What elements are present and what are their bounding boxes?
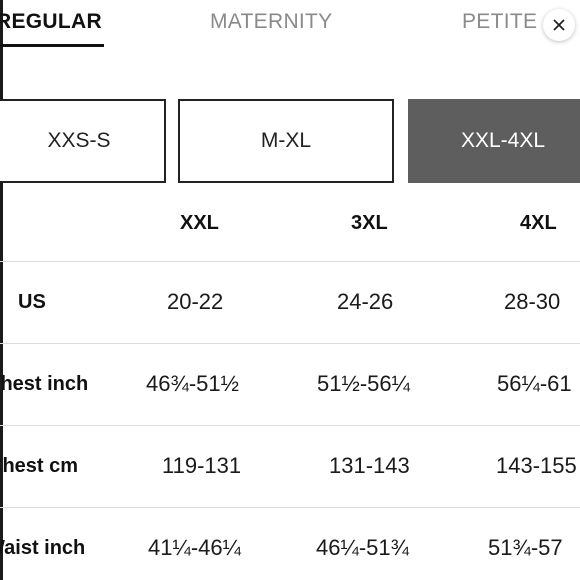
- size-range-label: XXS-S: [47, 129, 111, 152]
- size-range-m-xl-button[interactable]: M-XL: [178, 99, 394, 183]
- table-cell: 51¾-57: [488, 535, 563, 560]
- row-divider: [0, 507, 580, 508]
- window-left-edge: [0, 0, 3, 580]
- table-cell: 56¼-61: [497, 371, 572, 396]
- row-divider: [0, 261, 580, 262]
- table-cell: 41¼-46¼: [148, 535, 241, 560]
- table-cell: 119-131: [162, 453, 242, 478]
- row-label-chest-inch: Chest inch: [0, 373, 89, 395]
- table-cell: 20-22: [167, 289, 224, 314]
- size-range-xxs-s-button[interactable]: XXS-S: [0, 99, 166, 183]
- close-button[interactable]: [543, 9, 575, 41]
- tab-regular[interactable]: REGULAR: [0, 10, 102, 33]
- active-tab-underline: [0, 44, 104, 47]
- column-header-xxl: XXL: [180, 212, 219, 234]
- table-cell: 51½-56¼: [317, 371, 410, 396]
- table-cell: 46¾-51½: [146, 371, 239, 396]
- table-cell: 28-30: [504, 289, 561, 314]
- row-label-waist-inch: Waist inch: [0, 537, 86, 559]
- size-range-xxl-4xl-button[interactable]: XXL-4XL: [408, 99, 580, 183]
- table-cell: 24-26: [337, 289, 394, 314]
- close-icon: [553, 19, 565, 31]
- column-header-4xl: 4XL: [520, 212, 557, 234]
- tab-maternity[interactable]: MATERNITY: [210, 10, 333, 33]
- row-divider: [0, 425, 580, 426]
- size-range-label: M-XL: [260, 129, 312, 152]
- tab-petite[interactable]: PETITE: [462, 10, 538, 33]
- row-divider: [0, 343, 580, 344]
- table-cell: 46¼-51¾: [316, 535, 409, 560]
- size-range-label: XXL-4XL: [460, 129, 546, 152]
- table-cell: 143-155: [496, 453, 577, 478]
- row-label-chest-cm: Chest cm: [0, 455, 79, 477]
- row-label-us: US: [18, 291, 46, 313]
- table-cell: 131-143: [329, 453, 410, 478]
- column-header-3xl: 3XL: [351, 212, 388, 234]
